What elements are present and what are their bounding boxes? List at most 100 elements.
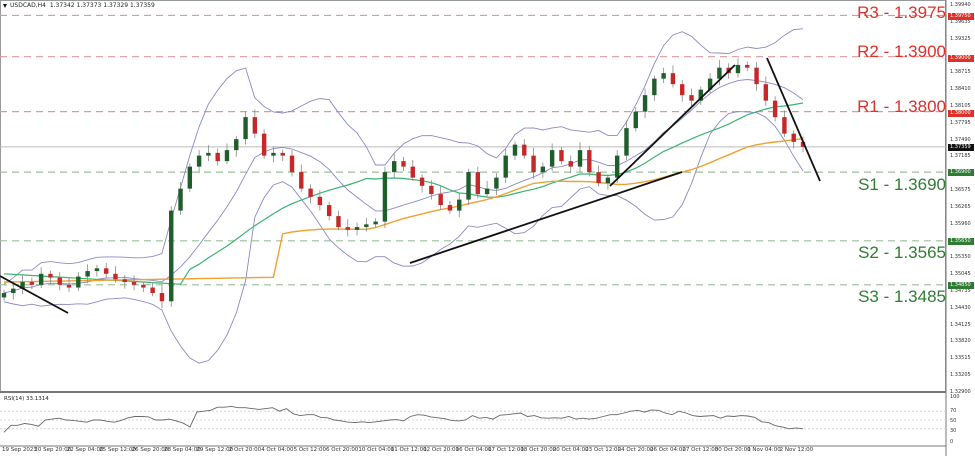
candle xyxy=(614,155,620,178)
candle xyxy=(224,150,230,162)
candle xyxy=(113,273,118,280)
time-axis-tick: 23 Oct 12:00 xyxy=(585,447,622,453)
candle xyxy=(215,152,220,162)
price-tag-s1: 1.36900 xyxy=(948,169,974,176)
candle xyxy=(48,273,53,278)
candle xyxy=(531,155,536,173)
current-price-tag: 1.37359 xyxy=(948,144,974,151)
candle xyxy=(326,205,332,217)
candle xyxy=(76,276,81,288)
ohlc-values: 1.37342 1.37373 1.37329 1.37359 xyxy=(49,2,155,9)
candle xyxy=(308,188,313,197)
rsi-line xyxy=(3,405,804,433)
candle xyxy=(689,95,694,101)
candle xyxy=(345,227,350,230)
time-axis-tick: 10 Oct 04:00 xyxy=(358,447,395,453)
candle xyxy=(317,196,323,206)
candle xyxy=(800,141,806,147)
candle xyxy=(549,150,555,167)
price-axis-tick: 1.34735 xyxy=(950,288,971,295)
candle xyxy=(652,78,657,96)
candle xyxy=(457,199,462,211)
price-axis-tick: 1.33820 xyxy=(950,338,971,345)
candle xyxy=(392,161,397,173)
candle xyxy=(633,111,638,129)
trendline-3[interactable] xyxy=(609,64,736,187)
candle xyxy=(261,133,267,156)
candle xyxy=(29,282,35,285)
price-axis-tick: 1.34430 xyxy=(950,304,971,311)
price-tag-s3: 1.34850 xyxy=(948,282,974,289)
candle xyxy=(150,287,155,294)
level-label-r1: R1 - 1.3800 xyxy=(857,97,946,116)
candle xyxy=(1,293,7,298)
candle xyxy=(57,277,62,285)
time-axis-tick: 20 Oct 04:00 xyxy=(552,447,589,453)
candle xyxy=(243,117,248,140)
price-axis-tick: 1.35960 xyxy=(950,220,971,227)
trendlines[interactable] xyxy=(0,57,821,314)
rsi-panel xyxy=(0,405,946,433)
time-axis-tick: 18 Oct 20:00 xyxy=(520,447,557,453)
candle xyxy=(410,166,415,178)
candle xyxy=(20,282,25,289)
candle xyxy=(169,210,174,302)
candle xyxy=(419,177,425,186)
candle xyxy=(568,161,573,167)
price-axis-tick: 1.38105 xyxy=(950,102,971,109)
time-axis-tick: 25 Sep 12:00 xyxy=(99,447,136,453)
price-axis-tick: 1.36265 xyxy=(950,204,971,210)
price-axis-tick: 1.36575 xyxy=(950,186,971,193)
main-panel-frame xyxy=(0,0,946,392)
collapse-triangle-icon[interactable] xyxy=(3,3,7,8)
candle xyxy=(122,279,127,283)
rsi-axis-50: 50 xyxy=(950,418,957,424)
time-axis-tick: 4 Oct 04:00 xyxy=(261,447,294,453)
candle xyxy=(206,152,211,156)
time-axis-tick: 22 Sep 04:00 xyxy=(66,447,104,453)
candle xyxy=(522,144,527,156)
symbol-label: USDCAD,H4 xyxy=(10,2,46,9)
candle xyxy=(382,172,388,222)
candle xyxy=(475,172,481,195)
candle xyxy=(159,293,165,302)
candle xyxy=(707,78,713,90)
candle xyxy=(540,166,546,173)
price-axis-tick: 1.39940 xyxy=(950,2,971,8)
trendline-4[interactable] xyxy=(766,57,821,182)
candle xyxy=(66,284,72,288)
rsi-axis-100: 100 xyxy=(950,394,960,400)
time-axis-tick: 2 Oct 20:00 xyxy=(228,447,262,453)
price-axis-tick: 1.33205 xyxy=(950,372,971,379)
time-axis-tick: 16 Oct 04:00 xyxy=(455,447,492,453)
candle xyxy=(624,128,629,156)
candle xyxy=(735,64,741,74)
time-axis-tick: 2 Nov 12:00 xyxy=(779,447,814,453)
level-label-r2: R2 - 1.3900 xyxy=(857,42,946,61)
candle xyxy=(717,67,722,79)
time-axis-tick: 27 Oct 12:00 xyxy=(682,447,719,453)
candle xyxy=(336,216,341,228)
candle xyxy=(401,161,406,167)
time-axis-tick: 1 Nov 04:00 xyxy=(747,447,781,453)
candle xyxy=(745,64,750,68)
trendline-1[interactable] xyxy=(0,275,69,314)
candle xyxy=(252,117,258,134)
time-axis-tick: 12 Oct 20:00 xyxy=(423,447,460,453)
price-axis-tick: 1.39325 xyxy=(950,35,971,42)
candle xyxy=(587,150,592,173)
price-axis-tick: 1.37795 xyxy=(950,119,971,126)
trendline-2[interactable] xyxy=(409,171,683,264)
candle xyxy=(596,172,601,184)
candle xyxy=(661,73,666,79)
candle xyxy=(103,268,109,274)
candle xyxy=(670,73,676,85)
candle xyxy=(791,133,796,142)
rsi-axis-70: 70 xyxy=(950,408,957,414)
time-axis-tick: 6 Oct 20:00 xyxy=(326,447,359,453)
level-label-s2: S2 - 1.3565 xyxy=(858,243,946,262)
time-axis-tick: 26 Sep 20:00 xyxy=(131,447,169,453)
candle xyxy=(698,89,704,101)
